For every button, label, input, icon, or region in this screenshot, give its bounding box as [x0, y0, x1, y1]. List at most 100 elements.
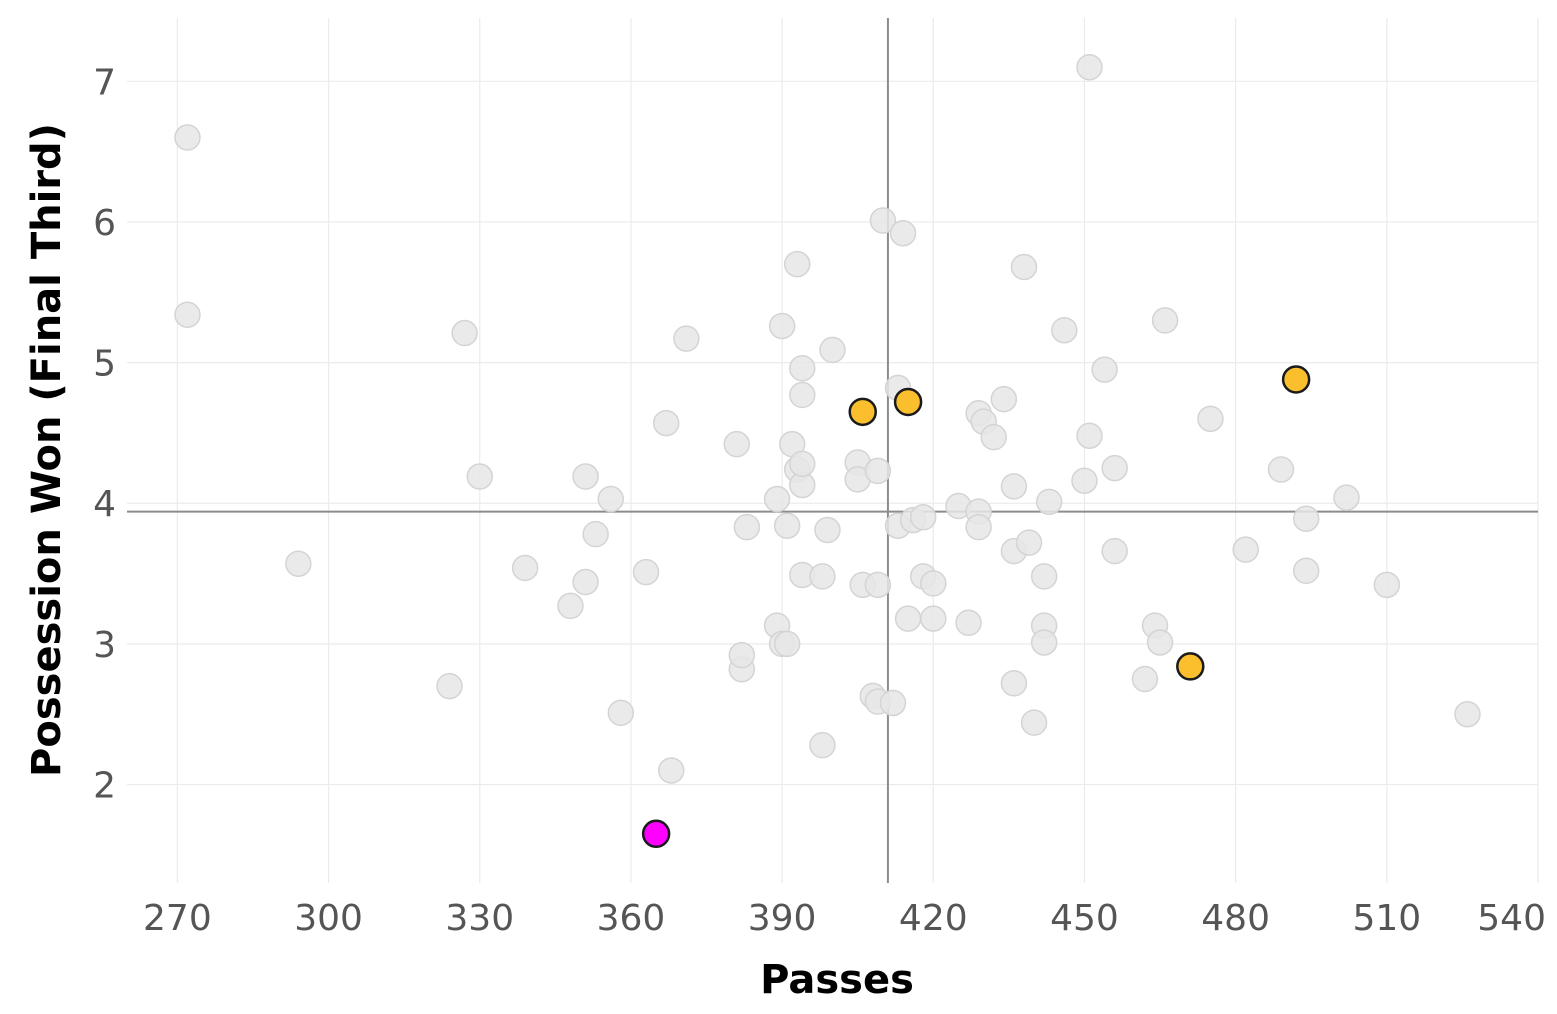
background-point: [1015, 529, 1043, 556]
background-point: [1292, 505, 1320, 532]
background-point: [572, 568, 599, 596]
y-tick-label: 6: [93, 203, 116, 244]
background-point: [1076, 422, 1103, 449]
background-point: [889, 219, 917, 247]
background-points: [174, 53, 1481, 784]
background-point: [1030, 629, 1058, 656]
highlight-point: [848, 397, 877, 427]
x-tick-label: 390: [748, 898, 817, 939]
background-point: [657, 757, 685, 784]
background-point: [990, 385, 1018, 413]
background-point: [773, 630, 801, 658]
background-point: [466, 463, 493, 490]
y-tick-label: 3: [93, 625, 116, 666]
highlight-point: [1176, 652, 1205, 681]
y-axis-title: Possession Won (Final Third): [24, 123, 70, 777]
background-point: [723, 430, 751, 458]
background-point: [909, 504, 937, 531]
background-point: [1333, 484, 1360, 511]
background-point: [511, 554, 539, 582]
x-tick-label: 300: [294, 898, 363, 939]
background-point: [1000, 473, 1028, 500]
background-point: [1146, 629, 1174, 656]
background-point: [1292, 557, 1320, 585]
background-point: [451, 319, 478, 347]
background-point: [1131, 665, 1159, 693]
background-point: [607, 699, 635, 727]
background-point: [809, 731, 836, 759]
highlight-point: [893, 387, 923, 417]
background-point: [763, 485, 791, 513]
x-tick-label: 420: [899, 898, 968, 939]
y-tick-label: 5: [93, 344, 116, 385]
background-point: [582, 520, 609, 548]
x-tick-label: 360: [597, 898, 666, 939]
background-point: [1197, 405, 1224, 433]
background-point: [652, 409, 680, 437]
y-tick-label: 7: [93, 62, 116, 103]
background-point: [955, 609, 982, 637]
background-point: [1020, 709, 1048, 736]
background-point: [1267, 456, 1295, 483]
background-point: [285, 550, 312, 577]
background-point: [1101, 537, 1128, 565]
x-tick-label: 270: [143, 898, 212, 939]
background-point: [789, 450, 816, 478]
x-tick-label: 450: [1050, 898, 1119, 939]
background-point: [1076, 53, 1103, 81]
background-point: [174, 301, 201, 329]
background-point: [965, 513, 992, 541]
highlight-points: [848, 365, 1311, 681]
background-point: [789, 381, 816, 409]
background-point: [632, 558, 660, 586]
background-point: [597, 485, 625, 513]
focus-point-group: [641, 819, 671, 849]
background-point: [1101, 454, 1128, 482]
x-tick-label: 480: [1201, 898, 1270, 939]
background-point: [894, 605, 922, 632]
background-point: [783, 250, 811, 278]
x-tick-label: 330: [445, 898, 514, 939]
background-point: [819, 336, 846, 364]
background-point: [1454, 700, 1481, 728]
background-point: [1232, 536, 1259, 563]
background-point: [789, 354, 816, 382]
background-point: [768, 312, 796, 340]
background-point: [557, 592, 584, 620]
background-point: [733, 513, 761, 541]
background-point: [1373, 571, 1401, 599]
focus-point: [641, 819, 671, 849]
background-point: [673, 325, 700, 352]
background-point: [920, 605, 947, 632]
x-tick-label: 540: [1477, 898, 1546, 939]
background-point: [809, 563, 836, 590]
background-point: [1000, 670, 1028, 697]
background-point: [864, 571, 892, 599]
background-point: [1071, 467, 1098, 494]
background-point: [436, 672, 463, 700]
highlight-point: [1281, 365, 1311, 394]
background-point: [879, 689, 907, 717]
y-tick-labels: 2 3 4 5 6 7: [93, 62, 116, 806]
background-point: [773, 512, 801, 539]
y-tick-label: 2: [93, 766, 116, 807]
background-point: [1010, 253, 1038, 281]
background-point: [174, 124, 201, 151]
background-point: [920, 570, 947, 597]
background-point: [1091, 356, 1118, 383]
background-point: [814, 516, 841, 544]
background-point: [864, 457, 892, 485]
x-tick-label: 510: [1352, 898, 1421, 939]
background-point: [869, 207, 897, 234]
background-point: [1030, 563, 1058, 590]
background-point: [728, 641, 756, 669]
x-axis-title: Passes: [760, 957, 914, 1003]
background-point: [1051, 316, 1078, 344]
background-point: [572, 463, 599, 490]
y-tick-label: 4: [93, 484, 116, 525]
background-point: [980, 423, 1008, 451]
x-tick-labels: 270 300 330 360 390 420 450 480 510 540: [143, 898, 1546, 939]
background-point: [1151, 307, 1179, 334]
background-point: [1035, 488, 1063, 516]
